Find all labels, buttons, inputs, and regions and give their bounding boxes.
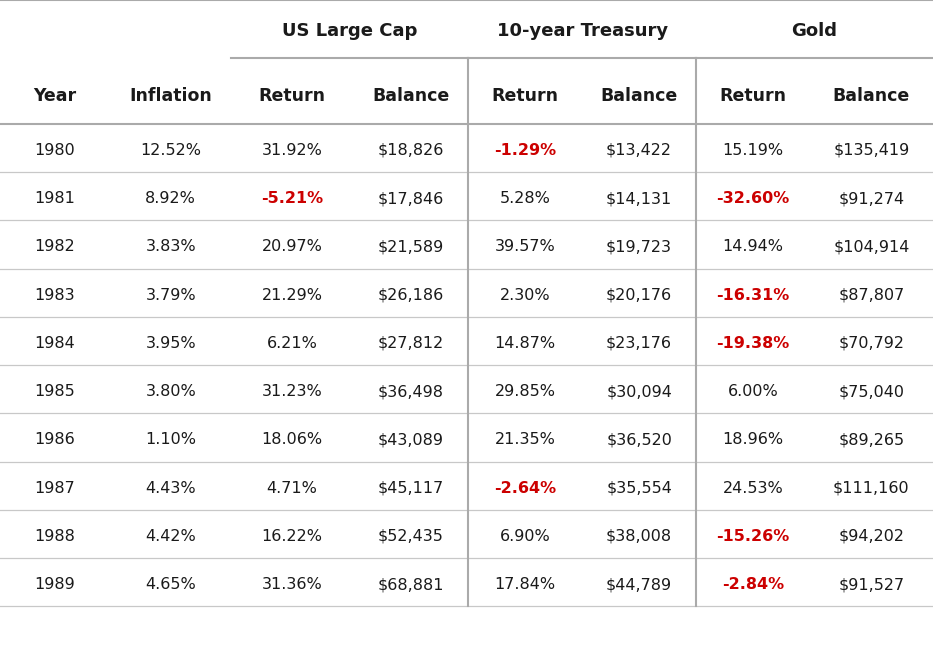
Text: Return: Return xyxy=(492,87,559,105)
Text: 16.22%: 16.22% xyxy=(261,529,323,544)
Text: 1982: 1982 xyxy=(35,239,76,254)
Text: 3.83%: 3.83% xyxy=(146,239,196,254)
Text: 1985: 1985 xyxy=(35,384,76,399)
Text: 6.21%: 6.21% xyxy=(267,336,317,351)
Text: Balance: Balance xyxy=(601,87,677,105)
Text: $91,527: $91,527 xyxy=(839,577,904,592)
Text: 21.29%: 21.29% xyxy=(261,288,323,303)
Text: 1988: 1988 xyxy=(35,529,76,544)
Text: 3.95%: 3.95% xyxy=(146,336,196,351)
Text: $19,723: $19,723 xyxy=(606,239,672,254)
Text: 2.30%: 2.30% xyxy=(500,288,550,303)
Text: $91,274: $91,274 xyxy=(839,191,904,206)
Text: $38,008: $38,008 xyxy=(606,529,672,544)
Text: 31.23%: 31.23% xyxy=(261,384,323,399)
Text: Gold: Gold xyxy=(791,22,838,40)
Text: 1987: 1987 xyxy=(35,481,76,496)
Text: 10-year Treasury: 10-year Treasury xyxy=(496,22,668,40)
Text: Return: Return xyxy=(719,87,787,105)
Text: $68,881: $68,881 xyxy=(377,577,444,592)
Text: 18.06%: 18.06% xyxy=(261,432,323,447)
Text: 6.90%: 6.90% xyxy=(500,529,550,544)
Text: 31.36%: 31.36% xyxy=(261,577,323,592)
Text: -2.64%: -2.64% xyxy=(494,481,556,496)
Text: $26,186: $26,186 xyxy=(377,288,444,303)
Text: 4.71%: 4.71% xyxy=(267,481,317,496)
Text: $111,160: $111,160 xyxy=(833,481,910,496)
Text: $35,554: $35,554 xyxy=(606,481,672,496)
Text: $135,419: $135,419 xyxy=(833,143,910,158)
Text: US Large Cap: US Large Cap xyxy=(282,22,418,40)
Text: Balance: Balance xyxy=(833,87,910,105)
Text: -19.38%: -19.38% xyxy=(717,336,789,351)
Text: -16.31%: -16.31% xyxy=(717,288,789,303)
Text: $18,826: $18,826 xyxy=(377,143,444,158)
Text: 1980: 1980 xyxy=(35,143,76,158)
Text: Year: Year xyxy=(34,87,77,105)
Text: Return: Return xyxy=(258,87,326,105)
Text: 14.94%: 14.94% xyxy=(722,239,784,254)
Text: $43,089: $43,089 xyxy=(378,432,443,447)
Text: 4.42%: 4.42% xyxy=(146,529,196,544)
Text: $36,498: $36,498 xyxy=(378,384,443,399)
Text: 17.84%: 17.84% xyxy=(494,577,556,592)
Text: $45,117: $45,117 xyxy=(377,481,444,496)
Text: $17,846: $17,846 xyxy=(377,191,444,206)
Text: $70,792: $70,792 xyxy=(839,336,904,351)
Text: -2.84%: -2.84% xyxy=(722,577,784,592)
Text: $30,094: $30,094 xyxy=(606,384,672,399)
Text: Balance: Balance xyxy=(372,87,449,105)
Text: -15.26%: -15.26% xyxy=(717,529,789,544)
Text: 1986: 1986 xyxy=(35,432,76,447)
Text: $14,131: $14,131 xyxy=(606,191,673,206)
Text: $21,589: $21,589 xyxy=(377,239,444,254)
Text: -5.21%: -5.21% xyxy=(261,191,323,206)
Text: $104,914: $104,914 xyxy=(833,239,910,254)
Text: -1.29%: -1.29% xyxy=(494,143,556,158)
Text: 18.96%: 18.96% xyxy=(722,432,784,447)
Text: 6.00%: 6.00% xyxy=(728,384,778,399)
Text: -32.60%: -32.60% xyxy=(717,191,789,206)
Text: 39.57%: 39.57% xyxy=(494,239,556,254)
Text: 1.10%: 1.10% xyxy=(146,432,196,447)
Text: $44,789: $44,789 xyxy=(606,577,672,592)
Text: $94,202: $94,202 xyxy=(839,529,904,544)
Text: $52,435: $52,435 xyxy=(378,529,443,544)
Text: $89,265: $89,265 xyxy=(839,432,904,447)
Text: 1981: 1981 xyxy=(35,191,76,206)
Text: $13,422: $13,422 xyxy=(606,143,672,158)
Text: $75,040: $75,040 xyxy=(839,384,904,399)
Text: 1983: 1983 xyxy=(35,288,76,303)
Text: 1989: 1989 xyxy=(35,577,76,592)
Text: 3.80%: 3.80% xyxy=(146,384,196,399)
Text: 20.97%: 20.97% xyxy=(261,239,323,254)
Text: 31.92%: 31.92% xyxy=(261,143,323,158)
Text: $27,812: $27,812 xyxy=(377,336,444,351)
Text: 5.28%: 5.28% xyxy=(500,191,550,206)
Text: $23,176: $23,176 xyxy=(606,336,672,351)
Text: $87,807: $87,807 xyxy=(838,288,905,303)
Text: 3.79%: 3.79% xyxy=(146,288,196,303)
Text: $36,520: $36,520 xyxy=(606,432,672,447)
Text: 1984: 1984 xyxy=(35,336,76,351)
Text: 12.52%: 12.52% xyxy=(140,143,202,158)
Text: 15.19%: 15.19% xyxy=(722,143,784,158)
Text: 21.35%: 21.35% xyxy=(494,432,556,447)
Text: 4.43%: 4.43% xyxy=(146,481,196,496)
Text: 14.87%: 14.87% xyxy=(494,336,556,351)
Text: 29.85%: 29.85% xyxy=(494,384,556,399)
Text: $20,176: $20,176 xyxy=(606,288,672,303)
Text: 8.92%: 8.92% xyxy=(146,191,196,206)
Text: 4.65%: 4.65% xyxy=(146,577,196,592)
Text: 24.53%: 24.53% xyxy=(722,481,784,496)
Text: Inflation: Inflation xyxy=(130,87,212,105)
